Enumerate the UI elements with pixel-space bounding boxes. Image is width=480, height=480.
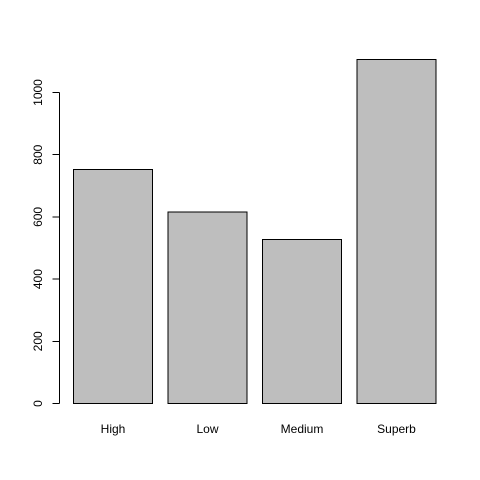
y-tick-label-200: 200: [31, 331, 45, 351]
x-tick-label-medium: Medium: [281, 422, 324, 436]
y-tick-label-0: 0: [31, 400, 45, 407]
y-tick-label-1000: 1000: [31, 79, 45, 106]
y-tick-label-800: 800: [31, 144, 45, 164]
bar-high: [73, 169, 153, 404]
bar-low: [167, 211, 248, 404]
y-tick-label-600: 600: [31, 207, 45, 227]
x-tick-label-superb: Superb: [377, 422, 416, 436]
bars-group: [73, 59, 437, 405]
x-tick-labels: High Low Medium Superb: [101, 422, 417, 436]
y-tick-label-400: 400: [31, 269, 45, 289]
x-tick-label-low: Low: [196, 422, 218, 436]
bar-superb: [356, 59, 437, 405]
y-axis: 0 200 400 600 800 1000: [31, 79, 60, 407]
x-tick-label-high: High: [101, 422, 126, 436]
bar-medium: [262, 238, 342, 404]
